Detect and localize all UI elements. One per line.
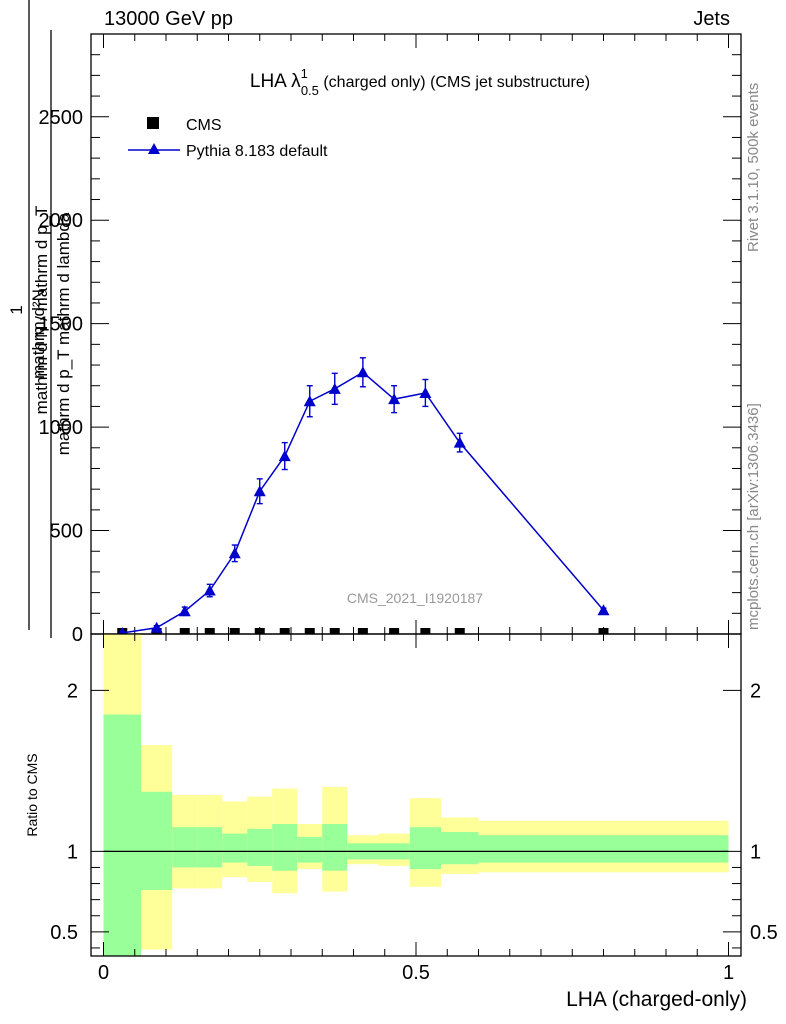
cms-point [179, 628, 190, 634]
cms-point [279, 628, 290, 634]
ratio-panel: 0 0.5 1 0.5 0.5 1 1 2 2 [50, 633, 778, 984]
ratio-band-inner-11 [409, 827, 441, 870]
legend-cms-marker [147, 117, 159, 129]
ylabel-factor-numerator: 1 [7, 305, 26, 314]
y-tick-label: 2000 [39, 210, 84, 232]
ylabel-numerator: mathrm d²N [29, 289, 48, 379]
ratio-y-tick-label: 0.5 [50, 922, 78, 944]
xlabel: LHA (charged-only) [566, 988, 747, 1011]
y-tick-label: 1000 [39, 417, 84, 439]
plot-text: LHA λ1 0.5 (charged only) (CMS jet substr… [7, 0, 747, 1011]
y-tick-label: 0 [72, 624, 83, 646]
pythia-point [203, 584, 216, 596]
pythia-point [328, 382, 341, 394]
cms-point [454, 628, 465, 634]
ratio-band-inner-5 [247, 828, 273, 866]
cms-point [304, 628, 315, 634]
pythia-point [150, 621, 163, 633]
pythia-point [453, 436, 466, 448]
ratio-band-inner-12 [441, 832, 479, 865]
y-tick-label: 500 [50, 521, 83, 543]
y-tick-label: 1500 [39, 314, 84, 336]
ylabel-factor-denominator: mathrm d N / mathrm d p_T [32, 206, 51, 415]
ratio-y-tick-label: 2 [67, 680, 78, 702]
legend-cms-label: CMS [186, 117, 222, 134]
pythia-point [419, 386, 432, 398]
ratio-band-inner-4 [222, 833, 248, 863]
analysis-watermark: CMS_2021_I1920187 [347, 590, 483, 606]
ratio-y-tick-label-right: 2 [750, 680, 761, 702]
legend-pythia-marker [148, 143, 160, 154]
ratio-band-inner-0 [103, 714, 141, 956]
pythia-point [597, 604, 610, 616]
x-tick-label: 0 [98, 962, 109, 984]
cms-point [329, 628, 340, 634]
ratio-band-inner-13 [478, 835, 729, 863]
main-panel: 0 500 1000 1500 2000 2500 [39, 33, 742, 646]
pythia-point [356, 366, 369, 378]
ratio-band-inner-1 [141, 791, 173, 890]
ratio-y-tick-label: 1 [67, 841, 78, 863]
process-label: Jets [693, 8, 730, 30]
ratio-band-inner-2 [172, 827, 198, 868]
cms-point [204, 628, 215, 634]
ratio-band-inner-8 [322, 823, 348, 871]
ratio-ylabel: Ratio to CMS [24, 753, 40, 836]
ylabel-denominator: mathrm d p_T mathrm d lambda [54, 212, 73, 455]
cms-point [389, 628, 400, 634]
pythia-point [178, 605, 191, 617]
pythia-point [303, 395, 316, 407]
main-ylabel: mathrm d²N mathrm d p_T mathrm d lambda [29, 30, 73, 638]
pythia-line [122, 371, 605, 634]
pythia-point [388, 393, 401, 405]
pythia-point [228, 547, 241, 559]
main-ylabel-factor: 1 mathrm d N / mathrm d p_T [7, 0, 51, 630]
legend: CMS Pythia 8.183 default [128, 117, 328, 160]
pythia-point [278, 450, 291, 462]
energy-label: 13000 GeV pp [104, 8, 233, 30]
y-tick-label: 2500 [39, 107, 84, 129]
ratio-band-inner-6 [272, 823, 298, 871]
chart-title: LHA λ1 0.5 (charged only) (CMS jet substr… [250, 66, 590, 98]
pythia-point [253, 485, 266, 497]
cms-point [229, 628, 240, 634]
cms-point [357, 628, 368, 634]
x-tick-label: 1 [723, 962, 734, 984]
x-tick-label: 0.5 [402, 962, 430, 984]
cms-point [598, 628, 609, 634]
ratio-band-inner-3 [197, 827, 223, 868]
ratio-y-tick-label-right: 0.5 [750, 922, 778, 944]
cms-point [254, 628, 265, 634]
legend-pythia-label: Pythia 8.183 default [186, 143, 328, 160]
cms-point [420, 628, 431, 634]
ratio-y-tick-label-right: 1 [750, 841, 761, 863]
ratio-band-inner-7 [297, 836, 323, 863]
